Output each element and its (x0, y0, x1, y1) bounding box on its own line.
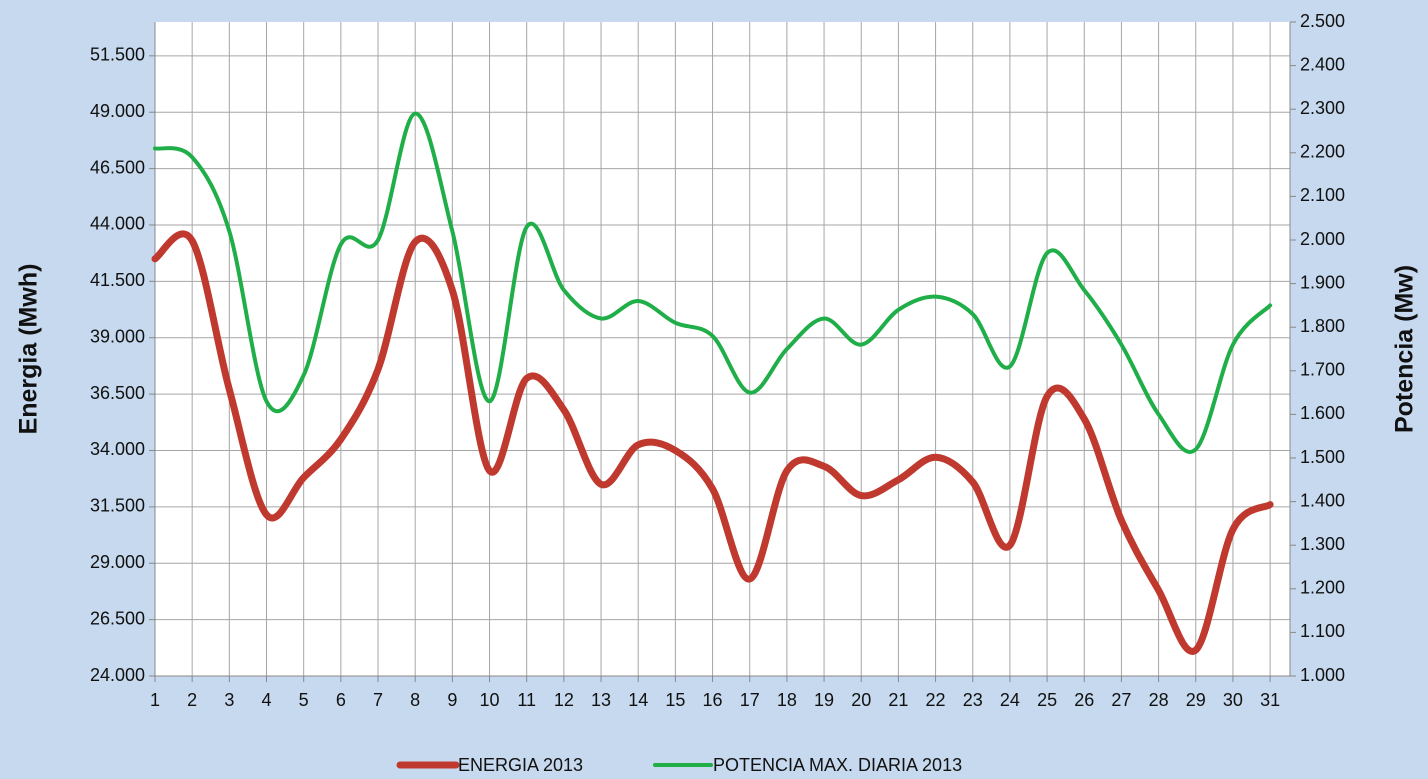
y-tick-label: 46.500 (90, 157, 145, 177)
x-tick-label: 26 (1074, 690, 1094, 710)
y-tick-label: 49.000 (90, 101, 145, 121)
y-tick-label: 51.500 (90, 45, 145, 65)
x-tick-label: 9 (447, 690, 457, 710)
y-axis-title: Energia (Mwh) (15, 264, 43, 435)
x-tick-label: 24 (1000, 690, 1020, 710)
x-tick-label: 3 (224, 690, 234, 710)
y2-tick-label: 1.800 (1300, 316, 1345, 336)
y2-tick-label: 1.900 (1300, 272, 1345, 292)
y2-tick-label: 1.200 (1300, 578, 1345, 598)
x-tick-label: 20 (851, 690, 871, 710)
line-series (153, 111, 1273, 454)
x-tick-label: 16 (703, 690, 723, 710)
y-tick-label: 34.000 (90, 439, 145, 459)
y2-tick-label: 1.300 (1300, 534, 1345, 554)
x-tick-label: 30 (1223, 690, 1243, 710)
y2-tick-label: 2.100 (1300, 185, 1345, 205)
x-tick-label: 18 (777, 690, 797, 710)
x-tick-label: 7 (373, 690, 383, 710)
x-tick-label: 14 (628, 690, 648, 710)
x-tick-label: 13 (591, 690, 611, 710)
x-tick-label: 15 (665, 690, 685, 710)
y-tick-label: 29.000 (90, 552, 145, 572)
y-tick-label: 36.500 (90, 383, 145, 403)
y2-tick-label: 2.200 (1300, 142, 1345, 162)
y2-tick-label: 1.100 (1300, 621, 1345, 641)
x-tick-label: 22 (926, 690, 946, 710)
x-tick-label: 4 (262, 690, 272, 710)
x-tick-label: 29 (1186, 690, 1206, 710)
legend-label: ENERGIA 2013 (458, 755, 583, 775)
x-tick-label: 17 (740, 690, 760, 710)
y-tick-label: 31.500 (90, 496, 145, 516)
legend-label: POTENCIA MAX. DIARIA 2013 (713, 755, 962, 775)
y2-tick-label: 1.700 (1300, 360, 1345, 380)
x-tick-label: 11 (517, 690, 536, 710)
x-tick-label: 10 (480, 690, 500, 710)
x-tick-label: 25 (1037, 690, 1057, 710)
y-tick-label: 41.500 (90, 270, 145, 290)
y2-tick-label: 2.000 (1300, 229, 1345, 249)
line-series (151, 230, 1274, 655)
y2-tick-label: 2.300 (1300, 98, 1345, 118)
x-tick-label: 8 (410, 690, 420, 710)
x-tick-label: 5 (299, 690, 309, 710)
x-tick-label: 19 (814, 690, 834, 710)
x-tick-label: 1 (150, 690, 160, 710)
y-tick-label: 26.500 (90, 608, 145, 628)
y-tick-label: 24.000 (90, 665, 145, 685)
y2-tick-label: 2.500 (1300, 11, 1345, 31)
x-tick-label: 27 (1111, 690, 1131, 710)
y2-tick-label: 1.500 (1300, 447, 1345, 467)
x-tick-label: 28 (1149, 690, 1169, 710)
y-tick-label: 39.000 (90, 326, 145, 346)
x-tick-label: 31 (1260, 690, 1280, 710)
y2-tick-label: 1.400 (1300, 490, 1345, 510)
x-tick-label: 21 (888, 690, 908, 710)
y2-tick-label: 1.000 (1300, 665, 1345, 685)
y2-tick-label: 2.400 (1300, 54, 1345, 74)
x-tick-label: 6 (336, 690, 346, 710)
y2-axis-title: Potencia (Mw) (1391, 265, 1419, 433)
x-tick-label: 2 (187, 690, 197, 710)
x-tick-label: 12 (554, 690, 574, 710)
x-tick-label: 23 (963, 690, 983, 710)
y-tick-label: 44.000 (90, 214, 145, 234)
y2-tick-label: 1.600 (1300, 403, 1345, 423)
